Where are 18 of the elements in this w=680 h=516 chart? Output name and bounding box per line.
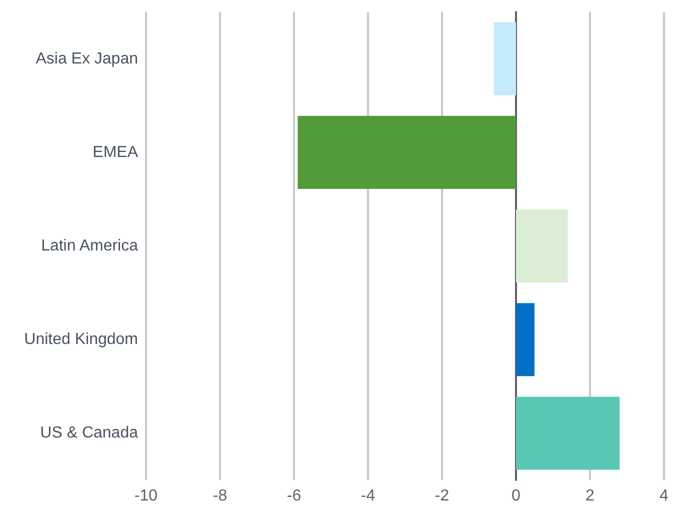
x-tick-label: -4	[360, 488, 376, 504]
x-tick-label: -8	[212, 488, 228, 504]
bar	[516, 209, 568, 283]
x-tick-label: -2	[434, 488, 450, 504]
x-tick-label: 0	[512, 488, 521, 504]
y-tick-label: EMEA	[92, 144, 138, 161]
x-tick-label: -6	[286, 488, 302, 504]
x-tick-label: -10	[134, 488, 158, 504]
bar	[494, 22, 516, 96]
y-tick-label: US & Canada	[40, 424, 138, 442]
bar	[516, 303, 534, 376]
y-tick-label: Asia Ex Japan	[36, 50, 138, 68]
y-tick-label: Latin America	[41, 238, 138, 254]
x-tick-label: 4	[660, 488, 669, 504]
x-tick-label: 2	[586, 488, 595, 504]
bar	[298, 116, 516, 189]
y-tick-label: United Kingdom	[24, 331, 138, 348]
bar	[516, 396, 620, 470]
